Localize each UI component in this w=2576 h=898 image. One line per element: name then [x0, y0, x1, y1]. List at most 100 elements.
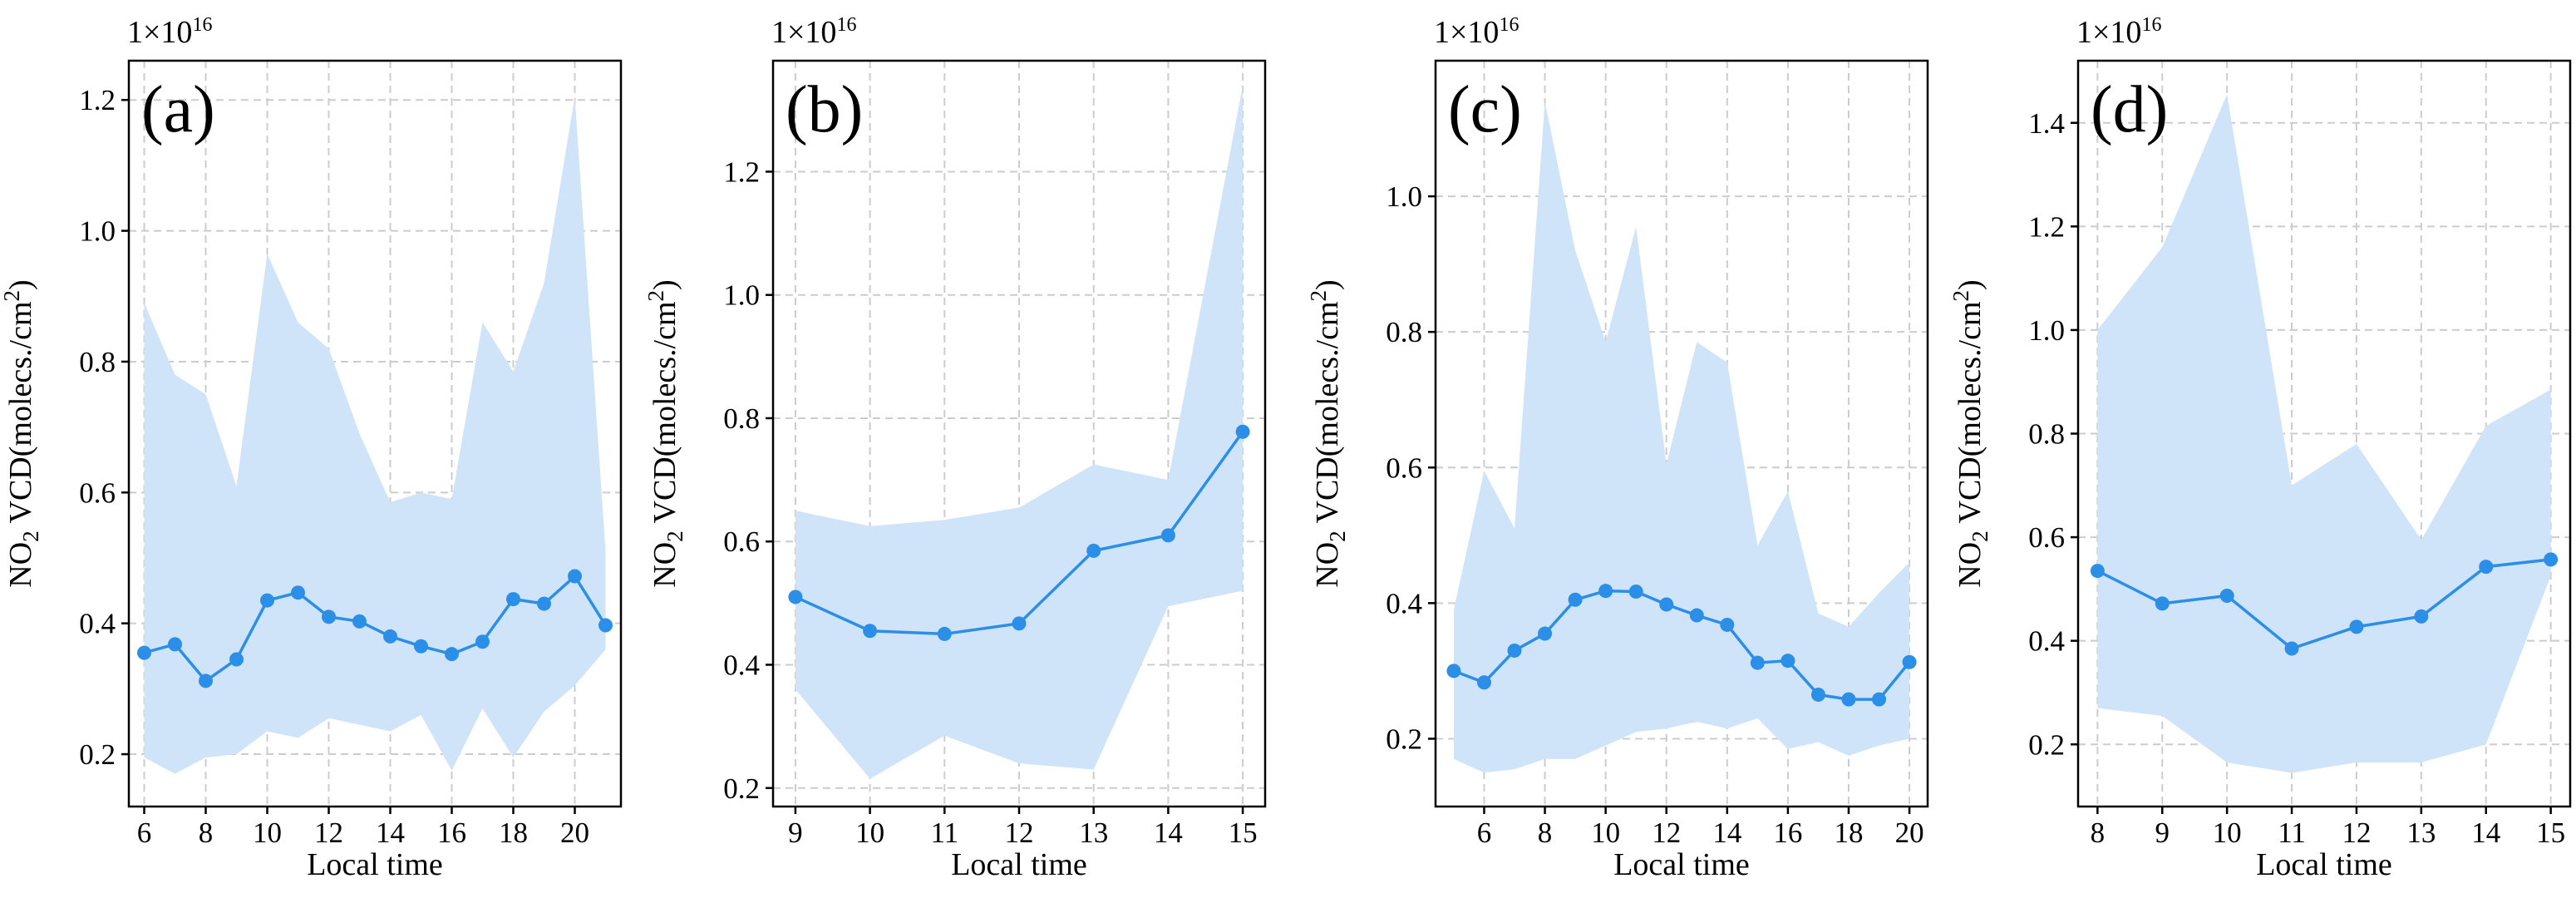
data-point — [1841, 692, 1856, 707]
panel-b: 9 10 11 12 13 14 15 0.2 0.4 0.6 0.8 1.0 1.2 Local tim… — [643, 14, 1267, 882]
y-axis-label: NO2 VCD(molecs./cm2) — [0, 279, 43, 587]
x-tick-label: 12 — [1652, 817, 1681, 849]
x-tick-label: 16 — [437, 817, 466, 849]
data-point — [568, 569, 582, 584]
data-point — [1902, 654, 1917, 669]
y-tick-label: 0.4 — [1386, 587, 1422, 619]
x-tick-label: 15 — [1229, 817, 1258, 849]
x-tick-label: 14 — [1154, 817, 1183, 849]
y-tick-label: 0.8 — [79, 346, 116, 378]
y-tick-label: 0.4 — [723, 649, 760, 681]
y-tick-label: 0.8 — [723, 402, 760, 435]
panel-letter: (d) — [2091, 73, 2168, 146]
data-point — [1720, 617, 1735, 632]
x-tick-label: 13 — [2406, 817, 2436, 849]
data-point — [863, 624, 878, 639]
range-band — [1453, 101, 1910, 773]
data-point — [445, 647, 459, 662]
x-tick-label: 12 — [1005, 817, 1034, 849]
x-tick-label: 9 — [2155, 817, 2170, 849]
x-tick-label: 16 — [1773, 817, 1802, 849]
data-point — [414, 639, 428, 654]
data-point — [1628, 585, 1643, 599]
x-tick-label: 13 — [1079, 817, 1108, 849]
data-point — [168, 637, 182, 652]
data-point — [383, 629, 397, 644]
x-axis-label: Local time — [2256, 847, 2392, 882]
range-band — [795, 85, 1244, 779]
panel-letter: (c) — [1448, 73, 1522, 146]
data-point — [2414, 609, 2429, 624]
y-tick-label: 1.2 — [2028, 210, 2065, 243]
x-tick-label: 10 — [1591, 817, 1620, 849]
data-point — [2349, 619, 2364, 634]
x-tick-label: 8 — [2091, 817, 2106, 849]
data-point — [2544, 552, 2559, 567]
y-tick-label: 0.2 — [2028, 728, 2065, 761]
y-tick-label: 0.8 — [2028, 418, 2065, 451]
y-tick-label: 0.4 — [79, 608, 116, 640]
data-point — [598, 618, 613, 633]
data-point — [1810, 687, 1825, 702]
x-tick-label: 10 — [253, 817, 282, 849]
x-tick-label: 6 — [137, 817, 152, 849]
data-point — [1750, 655, 1765, 670]
data-point — [2284, 641, 2299, 656]
y-tick-label: 0.4 — [2028, 625, 2065, 658]
y-tick-label: 0.6 — [2028, 521, 2065, 554]
data-point — [1160, 528, 1175, 543]
data-point — [1507, 643, 1522, 658]
x-tick-label: 9 — [788, 817, 803, 849]
x-tick-label: 20 — [1895, 817, 1924, 849]
scale-factor-label: 1×1016 — [1434, 14, 1519, 50]
y-axis-label: NO2 VCD(molecs./cm2) — [643, 279, 687, 587]
plot-frame — [127, 59, 623, 808]
y-tick-label: 1.0 — [723, 279, 760, 312]
x-tick-label: 11 — [930, 817, 958, 849]
x-axis-label: Local time — [951, 847, 1087, 882]
panel-a: 6 8 10 12 14 16 18 20 0.2 0.4 0.6 0.8 1.0 1.2 Local ti… — [0, 14, 623, 882]
data-point — [2219, 588, 2234, 603]
y-tick-label: 0.2 — [723, 772, 760, 805]
x-tick-label: 8 — [1538, 817, 1553, 849]
y-tick-label: 0.8 — [1386, 316, 1422, 348]
data-point — [1446, 664, 1461, 678]
data-point — [352, 614, 367, 629]
x-tick-label: 14 — [2471, 817, 2500, 849]
x-tick-label: 12 — [2342, 817, 2371, 849]
data-point — [137, 645, 151, 660]
y-tick-label: 1.2 — [79, 84, 116, 116]
data-point — [1086, 543, 1101, 558]
y-tick-label: 0.6 — [723, 525, 760, 558]
y-tick-label: 1.0 — [2028, 314, 2065, 347]
x-tick-label: 6 — [1477, 817, 1492, 849]
data-point — [1012, 616, 1027, 631]
mean-line — [1453, 589, 1911, 701]
x-tick-label: 10 — [2213, 817, 2242, 849]
x-tick-label: 14 — [1712, 817, 1741, 849]
x-tick-label: 18 — [1834, 817, 1863, 849]
data-point — [199, 674, 213, 688]
data-point — [1568, 592, 1583, 607]
panel-letter: (b) — [786, 73, 863, 146]
scale-factor-label: 1×1016 — [127, 14, 212, 50]
x-tick-label: 14 — [376, 817, 405, 849]
data-point — [506, 592, 520, 607]
y-tick-label: 1.2 — [723, 155, 760, 188]
panel-d: 8 9 10 11 12 13 14 15 0.2 0.4 0.6 0.8 1.0 1.2 1.4 Local… — [1948, 14, 2572, 882]
mean-line — [2096, 558, 2551, 650]
data-point — [1689, 608, 1704, 623]
x-tick-label: 10 — [855, 817, 884, 849]
data-point — [229, 652, 244, 667]
x-tick-label: 11 — [2278, 817, 2306, 849]
data-point — [1872, 692, 1887, 707]
y-axis-label: NO2 VCD(molecs./cm2) — [1948, 279, 1992, 587]
data-point — [2090, 564, 2105, 579]
y-tick-label: 1.4 — [2028, 107, 2065, 140]
scale-factor-label: 1×1016 — [771, 14, 856, 50]
data-point — [322, 609, 336, 624]
scale-factor-label: 1×1016 — [2076, 14, 2161, 50]
range-band — [2097, 94, 2551, 773]
data-point — [260, 593, 274, 608]
